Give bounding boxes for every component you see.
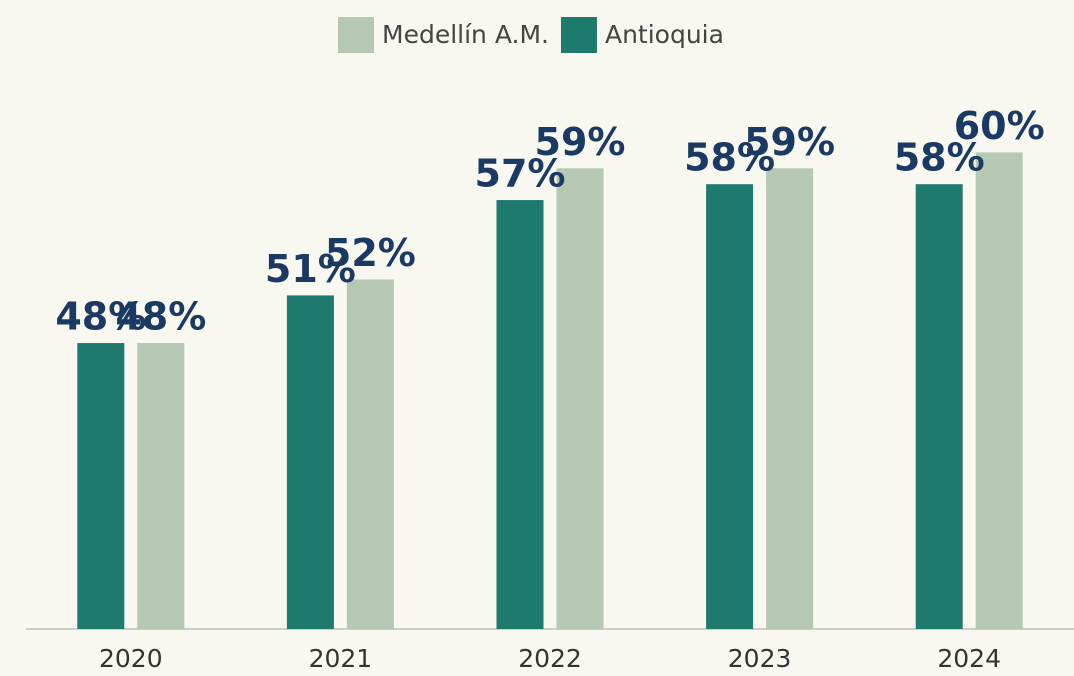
bar — [496, 200, 544, 630]
value-label: 51% — [265, 247, 356, 291]
legend-label: Medellín A.M. — [382, 20, 549, 49]
value-label: 58% — [894, 136, 985, 180]
bar — [766, 168, 814, 630]
value-label: 58% — [684, 136, 775, 180]
x-tick-label: 2023 — [728, 644, 792, 672]
value-label: 59% — [744, 120, 835, 164]
x-tick-label: 2024 — [937, 644, 1001, 672]
bar — [346, 279, 394, 629]
bar — [915, 184, 963, 629]
value-label: 52% — [325, 231, 416, 275]
value-label: 57% — [475, 152, 566, 196]
bar — [706, 184, 754, 629]
bar — [137, 343, 185, 629]
bar — [975, 152, 1023, 629]
value-label: 48% — [115, 295, 206, 339]
bar — [286, 295, 334, 629]
legend-swatch — [560, 17, 597, 53]
bar — [77, 343, 125, 629]
bar — [556, 168, 604, 630]
x-tick-label: 2021 — [309, 644, 373, 672]
x-tick-label: 2022 — [518, 644, 582, 672]
value-label: 59% — [535, 120, 626, 164]
x-tick-label: 2020 — [99, 644, 163, 672]
legend-swatch — [338, 17, 374, 53]
value-label: 48% — [55, 295, 146, 339]
value-label: 60% — [954, 104, 1045, 148]
legend-label: Antioquia — [605, 20, 724, 49]
